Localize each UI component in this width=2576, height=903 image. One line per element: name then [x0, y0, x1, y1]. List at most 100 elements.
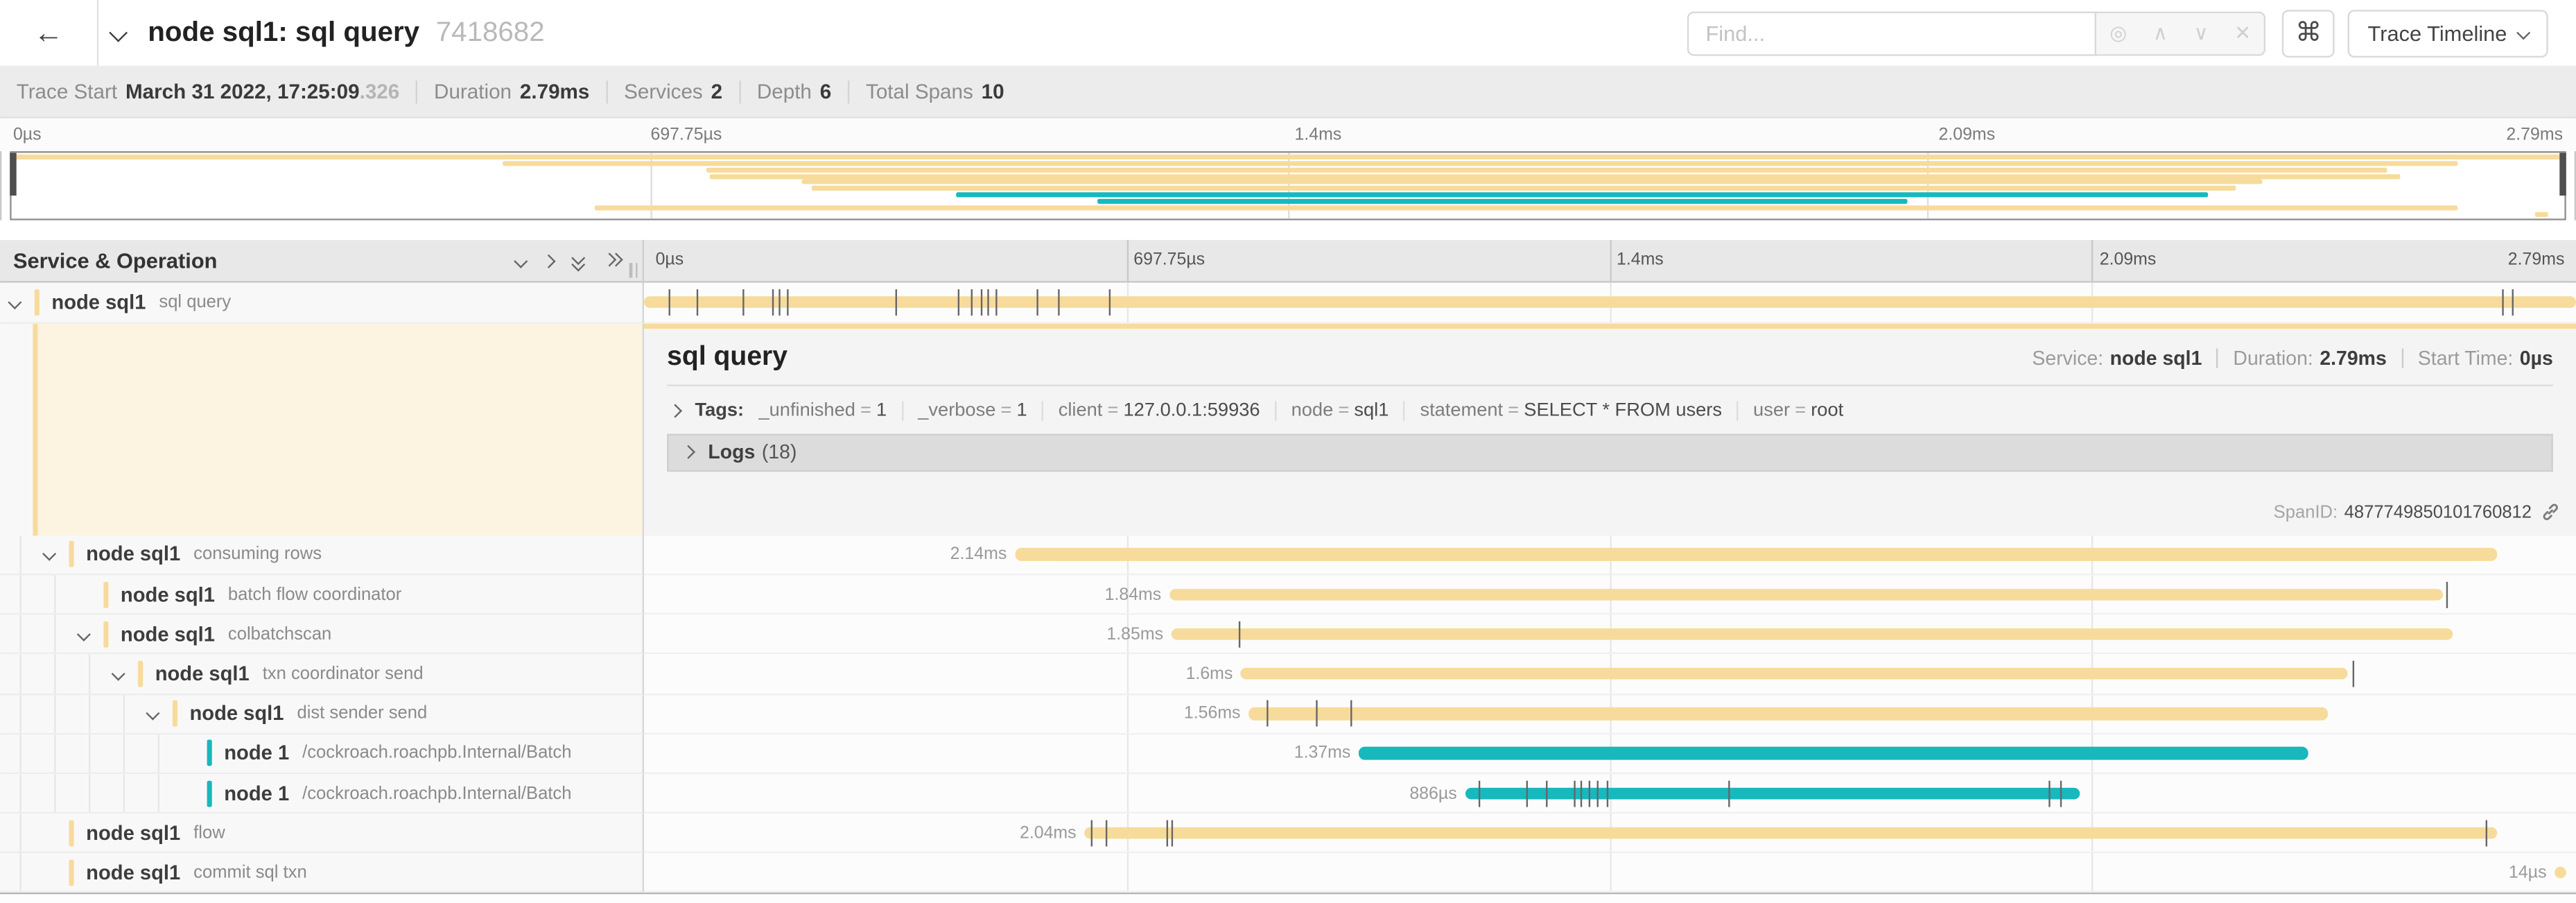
logs-row[interactable]: Logs (18) [667, 433, 2553, 472]
span-bar[interactable] [2555, 866, 2566, 879]
page-title: node sql1: sql query [148, 16, 420, 48]
collapse-one-icon[interactable] [514, 253, 528, 268]
trace-collapse-chevron-icon[interactable] [109, 23, 128, 42]
span-bar-cell[interactable]: 1.84ms [644, 575, 2576, 615]
total-spans-value: 10 [981, 80, 1004, 104]
span-row: node 1/cockroach.roachpb.Internal/Batch 8… [0, 774, 2576, 814]
expand-chevron-icon[interactable] [76, 627, 91, 642]
expand-chevron-icon[interactable] [146, 706, 160, 721]
minimap-span-row [13, 186, 2563, 191]
trace-id: 7418682 [435, 16, 545, 48]
expand-one-icon[interactable] [541, 253, 556, 268]
span-bar-cell[interactable]: 1.37ms [644, 734, 2576, 775]
span-bar-cell[interactable] [644, 282, 2576, 324]
duration-value: 2.79ms [519, 80, 590, 104]
operation-name: batch flow coordinator [227, 584, 402, 605]
span-bar-cell[interactable]: 2.14ms [644, 535, 2576, 576]
view-selector-button[interactable]: Trace Timeline [2348, 9, 2548, 57]
tick-label: 0µs [12, 125, 42, 145]
span-bar[interactable] [1241, 667, 2349, 680]
span-bar[interactable] [1465, 786, 2080, 800]
span-row: node sql1 dist sender send 1.56ms [0, 694, 2576, 734]
clear-search-icon[interactable]: ✕ [2234, 21, 2252, 44]
span-bar[interactable] [1084, 827, 2497, 839]
service-name: node sql1 [86, 821, 181, 845]
view-selector-label: Trace Timeline [2367, 20, 2507, 46]
tags-list: _unfinished = 1 _verbose = 1 client = 127.0.0.1:… [758, 400, 1843, 421]
span-tree-item[interactable]: node sql1 txn coordinator send [0, 655, 645, 695]
log-marker-tick [1090, 819, 1093, 846]
span-tree-item[interactable]: node sql1 commit sql txn [0, 853, 645, 894]
span-color-bar [34, 289, 40, 316]
column-resize-grip[interactable] [626, 263, 638, 278]
timeline-column-header: Service & Operation 0µs 697.75µs 1.4ms 2.09… [0, 240, 2576, 283]
span-tree-item[interactable]: node sql1 consuming rows [0, 535, 645, 576]
span-bar-cell[interactable]: 2.04ms [644, 814, 2576, 854]
span-tree-item[interactable]: node sql1 flow [0, 814, 645, 854]
next-match-icon[interactable]: ∨ [2193, 21, 2209, 44]
span-bar-cell[interactable]: 1.6ms [644, 655, 2576, 695]
collapse-all-icon[interactable] [571, 250, 586, 271]
span-tree-item[interactable]: node 1/cockroach.roachpb.Internal/Batch [0, 774, 645, 814]
minimap-left-scrubber-handle[interactable] [10, 153, 17, 196]
minimap-span-row [13, 180, 2563, 185]
span-bar[interactable] [1015, 548, 2497, 561]
trace-stats-bar: Trace Start March 31 2022, 17:25:09 .326… [0, 67, 2576, 119]
log-marker-tick [995, 289, 998, 316]
operation-name: /cockroach.roachpb.Internal/Batch [302, 743, 572, 764]
tags-row[interactable]: Tags: _unfinished = 1 _verbose = 1 client = 127.… [667, 400, 2553, 421]
span-tree-item[interactable]: node 1/cockroach.roachpb.Internal/Batch [0, 734, 645, 775]
span-bar[interactable] [1359, 747, 2308, 759]
span-tree-item[interactable]: node sql1 sql query [0, 282, 645, 324]
prev-match-icon[interactable]: ∧ [2153, 21, 2168, 44]
log-marker-tick [1478, 780, 1481, 807]
service-label: Service: [2032, 346, 2104, 370]
span-row: node 1/cockroach.roachpb.Internal/Batch 1… [0, 734, 2576, 775]
service-name: node 1 [224, 781, 290, 805]
keyboard-shortcuts-button[interactable]: ⌘ [2282, 9, 2335, 57]
overview-tick-labels: 0µs 697.75µs 1.4ms 2.09ms 2.79ms [0, 118, 2576, 152]
span-color-bar [207, 780, 213, 807]
log-marker-tick [771, 289, 774, 316]
back-button[interactable]: ← [0, 0, 99, 66]
span-bar[interactable] [1248, 707, 2329, 720]
log-marker-tick [1266, 700, 1268, 727]
expand-chevron-icon[interactable] [42, 547, 57, 562]
expand-chevron-icon[interactable] [111, 666, 125, 681]
deep-link-icon[interactable] [2541, 504, 2559, 522]
span-bar[interactable] [1169, 588, 2443, 601]
top-bar-actions: ◎ ∧ ∨ ✕ ⌘ Trace Timeline [1687, 9, 2576, 57]
find-box: ◎ ∧ ∨ ✕ [1687, 10, 2266, 55]
log-marker-tick [1106, 819, 1108, 846]
minimap-rows [12, 154, 2564, 218]
span-detail-meta: Service: node sql1 Duration: 2.79ms Star… [2032, 347, 2552, 370]
match-locate-icon[interactable]: ◎ [2109, 21, 2127, 44]
span-bar-cell[interactable]: 14µs [644, 853, 2576, 894]
span-id-label: SpanID: [2273, 502, 2338, 523]
log-marker-tick [696, 289, 698, 316]
log-marker-tick [1351, 700, 1353, 727]
span-bar[interactable] [1171, 628, 2453, 640]
tick-label: 2.09ms [1938, 125, 1996, 145]
find-input[interactable] [1687, 10, 2097, 55]
span-tree-item[interactable]: node sql1 batch flow coordinator [0, 575, 645, 615]
trace-minimap[interactable] [10, 151, 2566, 221]
span-bar-cell[interactable]: 886µs [644, 774, 2576, 814]
minimap-right-scrubber-handle[interactable] [2559, 153, 2566, 196]
span-tree-item[interactable]: node sql1 colbatchscan [0, 614, 645, 655]
log-marker-tick [1316, 700, 1319, 727]
span-bar-cell[interactable]: 1.56ms [644, 694, 2576, 734]
service-name: node sql1 [51, 291, 146, 314]
span-color-bar [69, 819, 75, 846]
span-row: node sql1 flow 2.04ms [0, 814, 2576, 854]
back-arrow-icon: ← [33, 15, 64, 49]
command-icon: ⌘ [2295, 19, 2322, 48]
span-bar-cell[interactable]: 1.85ms [644, 614, 2576, 655]
tag-chip: _unfinished = 1 [758, 400, 887, 421]
expand-chevron-icon[interactable] [8, 295, 22, 309]
expand-all-icon[interactable] [602, 252, 623, 269]
span-bar[interactable] [644, 296, 2576, 309]
span-tree-item[interactable]: node sql1 dist sender send [0, 694, 645, 734]
log-marker-tick [895, 289, 897, 316]
